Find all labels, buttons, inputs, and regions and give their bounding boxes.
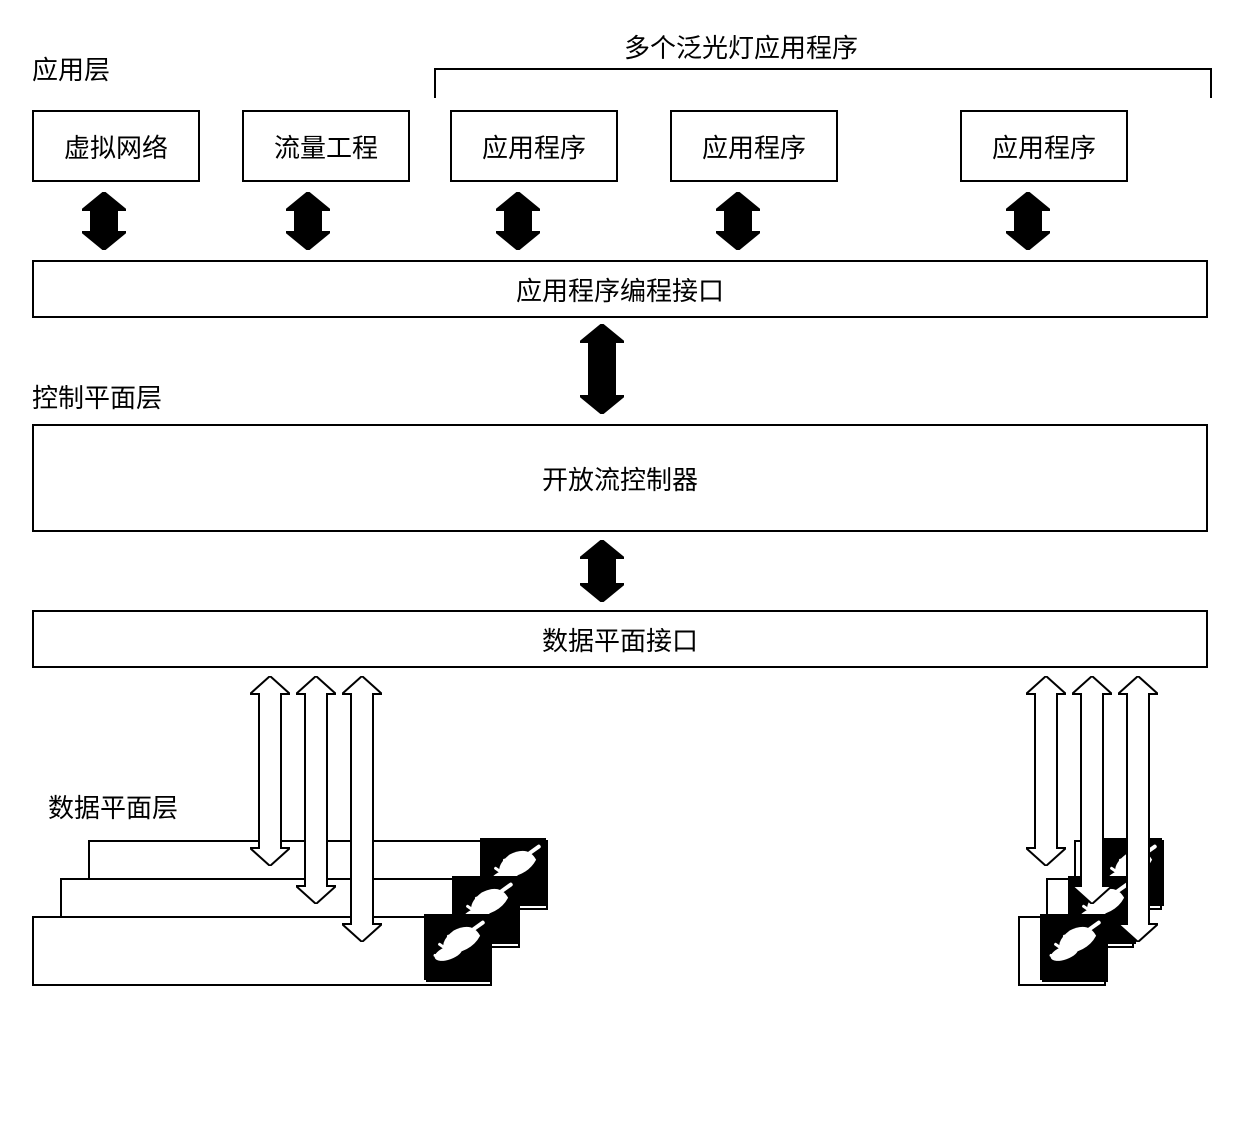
arrow-dpi-to-left-1	[250, 676, 290, 871]
arrow-app-to-api-2	[286, 192, 330, 255]
arrow-dpi-to-right-2	[1072, 676, 1112, 909]
box-api: 应用程序编程接口	[32, 260, 1208, 318]
bracket-left	[434, 68, 436, 98]
arrow-dpi-to-right-3	[1118, 676, 1158, 947]
box-application-2: 应用程序	[670, 110, 838, 182]
arrow-controller-to-dpi	[580, 540, 624, 607]
arrow-app-to-api-3	[496, 192, 540, 255]
bracket-top	[434, 68, 1212, 70]
left-stack-floodlight-icon-3	[424, 914, 490, 980]
arrow-api-to-controller	[580, 324, 624, 419]
architecture-diagram: 应用层 多个泛光灯应用程序 控制平面层 数据平面层 虚拟网络 流量工程 应用程序…	[20, 20, 1220, 1111]
box-controller: 开放流控制器	[32, 424, 1208, 532]
arrow-dpi-to-right-1	[1026, 676, 1066, 871]
box-data-plane-interface: 数据平面接口	[32, 610, 1208, 668]
box-virtual-network: 虚拟网络	[32, 110, 200, 182]
arrow-dpi-to-left-2	[296, 676, 336, 909]
arrow-app-to-api-1	[82, 192, 126, 255]
label-bracket-title: 多个泛光灯应用程序	[624, 28, 858, 65]
right-stack-floodlight-icon-3	[1040, 914, 1106, 980]
label-app-layer: 应用层	[32, 50, 110, 87]
label-control-layer: 控制平面层	[32, 378, 162, 415]
label-data-layer: 数据平面层	[48, 788, 178, 825]
left-stack-box-3	[32, 916, 492, 986]
arrow-dpi-to-left-3	[342, 676, 382, 947]
box-application-1: 应用程序	[450, 110, 618, 182]
arrow-app-to-api-5	[1006, 192, 1050, 255]
box-application-3: 应用程序	[960, 110, 1128, 182]
box-traffic-engineering: 流量工程	[242, 110, 410, 182]
arrow-app-to-api-4	[716, 192, 760, 255]
bracket-right	[1210, 68, 1212, 98]
